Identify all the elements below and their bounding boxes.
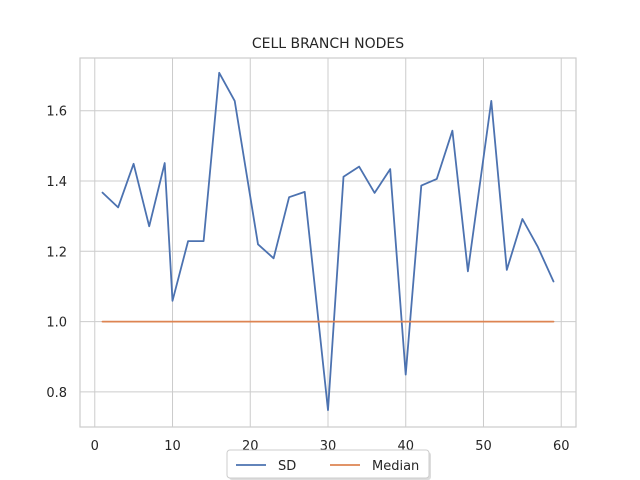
legend-label-median: Median <box>372 459 419 474</box>
legend-box <box>226 449 430 479</box>
y-tick-label: 1.6 <box>46 105 67 120</box>
x-tick-label: 50 <box>475 439 492 454</box>
legend: SD Median <box>226 449 431 480</box>
y-tick-label: 0.8 <box>46 386 67 401</box>
series-lines <box>101 71 555 412</box>
x-tick-label: 60 <box>553 439 570 454</box>
y-tick-label: 1.0 <box>46 316 67 331</box>
legend-label-sd: SD <box>278 459 296 474</box>
tick-labels: 0 10 20 30 40 50 600.81.01.21.41.6 <box>46 105 569 454</box>
grid <box>80 58 576 427</box>
x-tick-label: 10 <box>164 439 181 454</box>
x-tick-label: 0 <box>91 439 99 454</box>
plot-frame <box>79 57 577 428</box>
chart-title: CELL BRANCH NODES <box>252 36 404 52</box>
y-tick-label: 1.2 <box>46 245 67 260</box>
y-tick-label: 1.4 <box>46 175 67 190</box>
series-line-sd <box>101 71 555 412</box>
